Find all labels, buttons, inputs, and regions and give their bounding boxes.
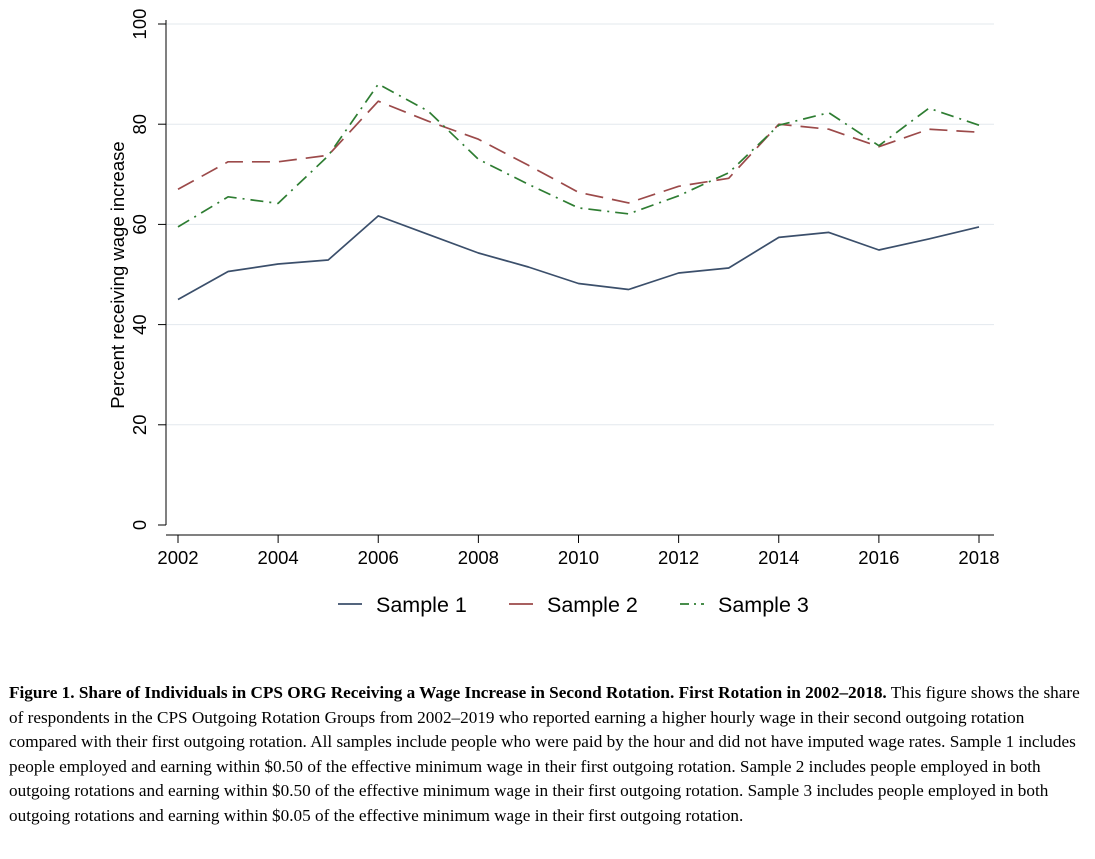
legend: Sample 1 Sample 2 Sample 3 — [338, 593, 809, 617]
y-tick-label-0: 0 — [129, 520, 150, 530]
y-tick-label-40: 40 — [129, 314, 150, 335]
chart-area: 0 20 40 60 80 100 2002 2004 2006 2008 2010 2012 2014… — [107, 9, 1000, 617]
x-tick-label-2010: 2010 — [558, 547, 599, 568]
x-tick-label-2008: 2008 — [458, 547, 499, 568]
x-tick-label-2006: 2006 — [358, 547, 399, 568]
series-line-3 — [177, 83, 980, 228]
series-line-2 — [177, 100, 980, 204]
legend-label-2: Sample 2 — [547, 593, 638, 617]
x-tick-label-2014: 2014 — [758, 547, 799, 568]
gridlines — [166, 23, 994, 426]
figure-caption: Figure 1. Share of Individuals in CPS OR… — [9, 681, 1084, 829]
y-tick-label-20: 20 — [129, 415, 150, 436]
y-tick-label-80: 80 — [129, 114, 150, 135]
caption-label: Figure 1. Share of Individuals in CPS OR… — [9, 683, 887, 702]
x-tick-label-2002: 2002 — [157, 547, 198, 568]
caption-text: This figure shows the share of responden… — [9, 683, 1080, 825]
x-tick-label-2018: 2018 — [958, 547, 999, 568]
series-lines — [177, 83, 980, 301]
x-tick-label-2004: 2004 — [258, 547, 299, 568]
y-axis-label: Percent receiving wage increase — [107, 141, 128, 408]
ticks: 0 20 40 60 80 100 2002 2004 2006 2008 2010 2012 2014… — [129, 9, 1000, 568]
line-chart: 0 20 40 60 80 100 2002 2004 2006 2008 2010 2012 2014… — [107, 9, 1000, 617]
legend-label-3: Sample 3 — [718, 593, 809, 617]
legend-label-1: Sample 1 — [376, 593, 467, 617]
series-line-1 — [177, 215, 980, 301]
x-tick-label-2012: 2012 — [658, 547, 699, 568]
x-tick-label-2016: 2016 — [858, 547, 899, 568]
y-tick-label-60: 60 — [129, 214, 150, 235]
axes — [165, 20, 994, 536]
y-tick-label-100: 100 — [129, 9, 150, 40]
